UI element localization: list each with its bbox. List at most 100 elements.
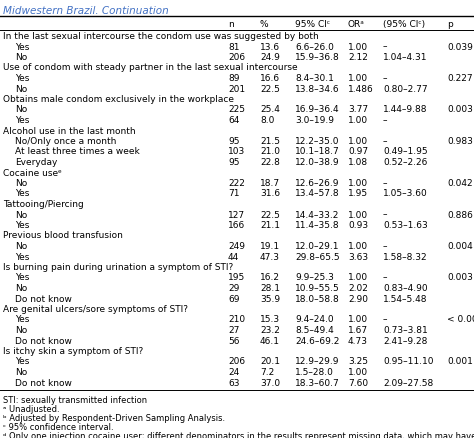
Text: 0.93: 0.93 [348, 221, 368, 230]
Text: –: – [383, 242, 388, 251]
Text: 1.00: 1.00 [348, 179, 368, 188]
Text: 12.9–29.9: 12.9–29.9 [295, 357, 339, 367]
Text: 2.02: 2.02 [348, 284, 368, 293]
Text: 18.7: 18.7 [260, 179, 280, 188]
Text: 12.6–26.9: 12.6–26.9 [295, 179, 339, 188]
Text: 25.4: 25.4 [260, 106, 280, 114]
Text: 95: 95 [228, 158, 239, 167]
Text: 16.9–36.4: 16.9–36.4 [295, 106, 340, 114]
Text: p: p [447, 20, 453, 29]
Text: 10.1–18.7: 10.1–18.7 [295, 148, 340, 156]
Text: 37.0: 37.0 [260, 378, 280, 388]
Text: Yes: Yes [15, 252, 29, 261]
Text: 47.3: 47.3 [260, 252, 280, 261]
Text: 63: 63 [228, 378, 239, 388]
Text: 2.90: 2.90 [348, 294, 368, 304]
Text: 95% CIᶜ: 95% CIᶜ [295, 20, 330, 29]
Text: Yes: Yes [15, 190, 29, 198]
Text: No: No [15, 368, 27, 377]
Text: 28.1: 28.1 [260, 284, 280, 293]
Text: Yes: Yes [15, 357, 29, 367]
Text: 31.6: 31.6 [260, 190, 280, 198]
Text: 9.9–25.3: 9.9–25.3 [295, 273, 334, 283]
Text: ᵈ Only one injection cocaine user; different denominators in the results represe: ᵈ Only one injection cocaine user; diffe… [3, 432, 474, 438]
Text: Yes: Yes [15, 42, 29, 52]
Text: 1.67: 1.67 [348, 326, 368, 335]
Text: 8.4–30.1: 8.4–30.1 [295, 74, 334, 83]
Text: –: – [383, 116, 388, 125]
Text: 24.6–69.2: 24.6–69.2 [295, 336, 339, 346]
Text: 0.983: 0.983 [447, 137, 473, 146]
Text: 166: 166 [228, 221, 245, 230]
Text: 21.1: 21.1 [260, 221, 280, 230]
Text: Do not know: Do not know [15, 336, 72, 346]
Text: 2.09–27.58: 2.09–27.58 [383, 378, 433, 388]
Text: No: No [15, 179, 27, 188]
Text: 0.83–4.90: 0.83–4.90 [383, 284, 428, 293]
Text: (95% CIᶜ): (95% CIᶜ) [383, 20, 425, 29]
Text: Do not know: Do not know [15, 294, 72, 304]
Text: Do not know: Do not know [15, 378, 72, 388]
Text: 1.44–9.88: 1.44–9.88 [383, 106, 428, 114]
Text: No: No [15, 53, 27, 62]
Text: 1.58–8.32: 1.58–8.32 [383, 252, 428, 261]
Text: 71: 71 [228, 190, 239, 198]
Text: No: No [15, 106, 27, 114]
Text: 0.73–3.81: 0.73–3.81 [383, 326, 428, 335]
Text: 27: 27 [228, 326, 239, 335]
Text: Are genital ulcers/sore symptoms of STI?: Are genital ulcers/sore symptoms of STI? [3, 305, 188, 314]
Text: 11.4–35.8: 11.4–35.8 [295, 221, 340, 230]
Text: Yes: Yes [15, 315, 29, 325]
Text: 0.95–11.10: 0.95–11.10 [383, 357, 434, 367]
Text: Tattooing/Piercing: Tattooing/Piercing [3, 200, 84, 209]
Text: 2.41–9.28: 2.41–9.28 [383, 336, 428, 346]
Text: Midwestern Brazil. Continuation: Midwestern Brazil. Continuation [3, 6, 169, 16]
Text: 127: 127 [228, 211, 245, 219]
Text: Previous blood transfusion: Previous blood transfusion [3, 232, 123, 240]
Text: 29: 29 [228, 284, 239, 293]
Text: 210: 210 [228, 315, 245, 325]
Text: 13.4–57.8: 13.4–57.8 [295, 190, 340, 198]
Text: 1.00: 1.00 [348, 74, 368, 83]
Text: No: No [15, 211, 27, 219]
Text: Yes: Yes [15, 116, 29, 125]
Text: 1.00: 1.00 [348, 137, 368, 146]
Text: Obtains male condom exclusively in the workplace: Obtains male condom exclusively in the w… [3, 95, 234, 104]
Text: 22.8: 22.8 [260, 158, 280, 167]
Text: 1.54–5.48: 1.54–5.48 [383, 294, 428, 304]
Text: –: – [383, 273, 388, 283]
Text: –: – [383, 315, 388, 325]
Text: 6.6–26.0: 6.6–26.0 [295, 42, 334, 52]
Text: 12.0–38.9: 12.0–38.9 [295, 158, 340, 167]
Text: 3.0–19.9: 3.0–19.9 [295, 116, 334, 125]
Text: 8.5–49.4: 8.5–49.4 [295, 326, 334, 335]
Text: 3.63: 3.63 [348, 252, 368, 261]
Text: 8.0: 8.0 [260, 116, 274, 125]
Text: 1.00: 1.00 [348, 315, 368, 325]
Text: 89: 89 [228, 74, 239, 83]
Text: 15.9–36.8: 15.9–36.8 [295, 53, 340, 62]
Text: 0.80–2.77: 0.80–2.77 [383, 85, 428, 93]
Text: 13.8–34.6: 13.8–34.6 [295, 85, 340, 93]
Text: No: No [15, 242, 27, 251]
Text: –: – [383, 211, 388, 219]
Text: 4.73: 4.73 [348, 336, 368, 346]
Text: ᵃ Unadjusted.: ᵃ Unadjusted. [3, 405, 60, 414]
Text: –: – [383, 42, 388, 52]
Text: Is burning pain during urination a symptom of STI?: Is burning pain during urination a sympt… [3, 263, 233, 272]
Text: 195: 195 [228, 273, 245, 283]
Text: –: – [383, 179, 388, 188]
Text: 1.00: 1.00 [348, 273, 368, 283]
Text: 206: 206 [228, 357, 245, 367]
Text: 0.001: 0.001 [447, 357, 473, 367]
Text: 21.0: 21.0 [260, 148, 280, 156]
Text: 56: 56 [228, 336, 239, 346]
Text: 249: 249 [228, 242, 245, 251]
Text: 1.05–3.60: 1.05–3.60 [383, 190, 428, 198]
Text: 0.042: 0.042 [447, 179, 473, 188]
Text: 222: 222 [228, 179, 245, 188]
Text: 2.12: 2.12 [348, 53, 368, 62]
Text: 29.8–65.5: 29.8–65.5 [295, 252, 340, 261]
Text: 13.6: 13.6 [260, 42, 280, 52]
Text: 0.003: 0.003 [447, 106, 473, 114]
